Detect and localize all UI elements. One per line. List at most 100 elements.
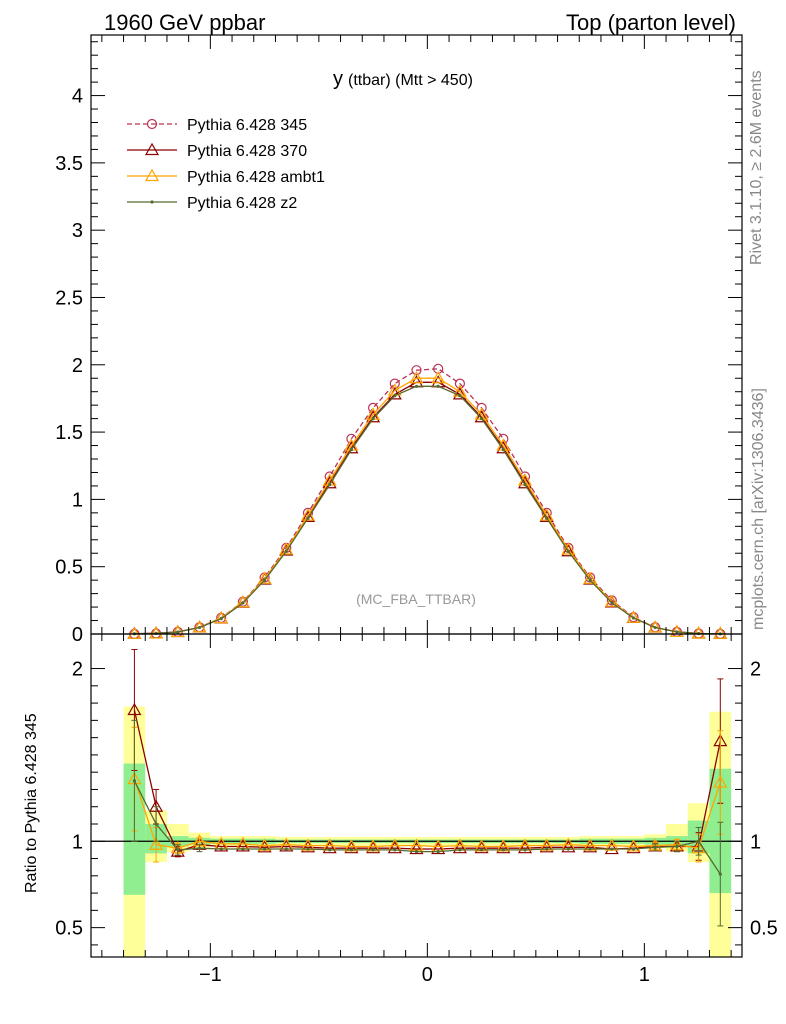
ratio-series-2-point — [328, 848, 332, 852]
ratio-series-0-point — [387, 840, 402, 854]
ratio-plot-frame — [90, 633, 743, 958]
ratio-series-1-point — [713, 775, 728, 788]
ratio-y-tick-label-right: 1 — [750, 831, 761, 853]
main-series-3-point — [197, 625, 202, 630]
ratio-y-tick-label-left: 1 — [72, 831, 83, 853]
main-series-0-point — [411, 365, 422, 376]
ratio-y-axis-label: Ratio to Pythia 6.428 345 — [23, 713, 40, 893]
main-series-1-point — [366, 410, 381, 423]
main-series-1-point — [344, 441, 359, 454]
main-series-3-point — [631, 616, 636, 620]
ratio-series-0-point — [452, 840, 467, 854]
legend-entry-label: Pythia 6.428 345 — [187, 117, 307, 134]
main-series-line-3 — [134, 385, 721, 635]
main-series-3-point — [653, 625, 657, 630]
main-y-tick-label: 0.5 — [55, 557, 83, 579]
ratio-series-2-point — [132, 779, 136, 783]
ratio-series-2-point — [241, 847, 245, 851]
ratio-series-line-2 — [133, 780, 721, 875]
ratio-series-0-point — [170, 844, 185, 857]
main-plot-marks — [127, 363, 728, 639]
ratio-plot-marks — [91, 649, 742, 927]
ratio-series-2-point — [545, 847, 549, 851]
ratio-y-tick-label-left: 0.5 — [55, 918, 83, 940]
ratio-series-1-point — [626, 839, 641, 852]
main-series-1-point — [517, 476, 533, 489]
ratio-series-0-point — [322, 840, 337, 854]
main-series-3-point — [588, 578, 592, 582]
main-series-2-point — [561, 542, 576, 555]
main-series-3-point — [371, 417, 375, 421]
main-series-3-point — [414, 384, 419, 388]
ratio-series-2-point — [393, 848, 397, 852]
ratio-series-2-point — [697, 839, 701, 843]
main-y-tick-label: 4 — [72, 86, 83, 108]
legend-entry-label: Pythia 6.428 370 — [187, 143, 307, 160]
ratio-series-1-point — [149, 837, 164, 850]
source-label: mcplots.cern.ch [arXiv:1306.3436] — [750, 388, 767, 630]
ratio-series-2-point — [588, 847, 592, 851]
main-series-2-point — [409, 371, 424, 384]
ratio-series-2-point — [263, 847, 267, 851]
ratio-y-tick-label-right: 2 — [750, 659, 761, 681]
ratio-series-0-point — [127, 702, 142, 716]
main-series-1-point — [539, 509, 554, 522]
ratio-series-0-point — [366, 840, 381, 854]
main-series-1-point — [300, 509, 316, 522]
ratio-series-2-point — [523, 848, 527, 852]
main-series-2-point — [235, 595, 250, 608]
ratio-series-2-point — [197, 846, 202, 850]
legend: Pythia 6.428 345 Pythia 6.428 370 Pythia 6… — [127, 117, 325, 212]
main-series-2-point — [431, 371, 446, 384]
rivet-version-label: Rivet 3.1.10, ≥ 2.6M events — [748, 70, 765, 265]
ratio-series-0-point — [431, 841, 446, 855]
ratio-series-0-point — [583, 840, 598, 853]
main-series-3-point — [610, 601, 614, 605]
ratio-series-0-point — [257, 840, 272, 853]
ratio-x-tick-label: −1 — [199, 964, 222, 986]
ratio-series-2-point — [566, 847, 571, 851]
header-left-label: 1960 GeV ppbar — [104, 10, 265, 35]
main-plot-axes: 0 0.5 1 1.5 2 2.5 3 3.5 4 — [55, 35, 742, 646]
main-series-2-point — [583, 571, 598, 584]
ratio-series-2-point — [176, 848, 180, 852]
main-series-2-point — [127, 626, 142, 639]
main-series-line-0 — [134, 368, 721, 635]
main-series-2-point — [626, 610, 641, 623]
legend-swatch-marker — [150, 200, 154, 204]
main-series-3-point — [501, 447, 505, 452]
ratio-series-2-point — [414, 850, 419, 854]
main-series-3-point — [241, 601, 245, 605]
main-series-3-point — [263, 578, 267, 582]
main-series-2-point — [604, 594, 619, 607]
ratio-series-2-point — [306, 847, 310, 851]
ratio-series-0-point — [496, 840, 511, 854]
main-series-1-point — [496, 441, 511, 454]
ratio-y-tick-label-right: 0.5 — [750, 918, 778, 940]
ratio-series-2-point — [653, 845, 657, 849]
ratio-series-0-point — [539, 840, 554, 853]
ratio-series-2-point — [436, 850, 440, 854]
ratio-series-0-point — [474, 840, 489, 854]
ratio-series-2-point — [631, 847, 636, 851]
main-series-2-point — [713, 626, 728, 639]
main-series-3-point — [436, 384, 440, 388]
ratio-series-2-point — [284, 847, 288, 851]
ratio-series-0-point — [279, 839, 294, 852]
main-series-1-point — [452, 387, 467, 400]
legend-entry-label: Pythia 6.428 z2 — [187, 195, 297, 212]
legend-entry-label: Pythia 6.428 ambt1 — [187, 169, 325, 186]
main-series-3-point — [328, 482, 332, 487]
main-series-3-point — [176, 630, 180, 634]
ratio-series-2-point — [349, 848, 353, 852]
main-series-3-point — [349, 447, 353, 452]
main-title-variable: y — [333, 68, 343, 90]
ratio-x-tick-label: 0 — [422, 964, 433, 986]
ratio-series-0-point — [517, 840, 533, 854]
main-title-detail: (ttbar) (Mtt > 450) — [348, 72, 473, 89]
ratio-series-2-point — [501, 848, 505, 852]
ratio-series-2-point — [675, 844, 679, 849]
main-series-3-point — [284, 549, 288, 553]
ratio-series-2-point — [154, 822, 158, 826]
